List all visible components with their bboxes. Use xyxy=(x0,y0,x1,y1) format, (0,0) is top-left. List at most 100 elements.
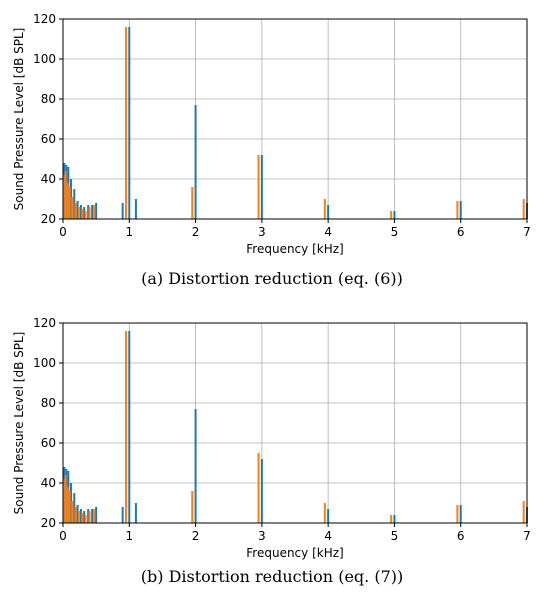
bar-series-2 xyxy=(124,331,127,523)
bar-series-1 xyxy=(87,509,90,523)
x-tick-label: 5 xyxy=(391,225,399,239)
bar-series-2 xyxy=(81,513,84,523)
bar-series-2 xyxy=(62,175,65,219)
bar-series-2 xyxy=(456,201,459,219)
bar-series-1 xyxy=(69,179,72,219)
bar-series-2 xyxy=(77,511,80,523)
bar-series-1 xyxy=(121,203,124,219)
bar-series-1 xyxy=(393,211,396,219)
y-tick-label: 100 xyxy=(33,356,56,370)
x-tick-label: 6 xyxy=(457,529,465,543)
x-tick-label: 7 xyxy=(523,225,531,239)
y-tick-label: 80 xyxy=(41,396,56,410)
x-tick-label: 1 xyxy=(125,225,133,239)
bar-series-2 xyxy=(71,501,74,523)
bar-series-1 xyxy=(327,205,330,219)
bar-series-1 xyxy=(83,511,86,523)
plot-frame xyxy=(62,18,528,220)
bar-series-2 xyxy=(124,27,127,219)
bar-series-2 xyxy=(93,205,96,219)
bar-series-1 xyxy=(76,201,79,219)
x-tick-label: 6 xyxy=(457,225,465,239)
bar-series-2 xyxy=(66,487,69,523)
chart-a: 0 1 2 3 4 5 6 7 20 40 60 80 100 120 Frequency [kHz] Sou… xyxy=(12,12,531,288)
bar-series-1 xyxy=(459,505,462,523)
bar-series-2 xyxy=(257,453,260,523)
bar-series-2 xyxy=(84,515,87,523)
bar-series-2 xyxy=(74,507,77,523)
bar-series-2 xyxy=(74,203,77,219)
bar-series-2 xyxy=(81,209,84,219)
y-axis-label: Sound Pressure Level [dB SPL] xyxy=(12,332,26,515)
x-tick-label: 3 xyxy=(258,225,266,239)
bar-series-2 xyxy=(62,479,65,523)
y-tick-label: 120 xyxy=(33,316,56,330)
y-tick-label: 60 xyxy=(41,132,56,146)
bar-series-2 xyxy=(323,503,326,523)
bar-series-2 xyxy=(64,171,67,219)
bar-series-1 xyxy=(73,189,76,219)
bar-series-1 xyxy=(194,409,197,523)
bar-series-2 xyxy=(88,511,91,523)
x-tick-label: 0 xyxy=(59,225,67,239)
bar-series-1 xyxy=(73,493,76,523)
bar-series-1 xyxy=(95,507,98,523)
bar-series-2 xyxy=(77,207,80,219)
y-tick-label: 20 xyxy=(41,516,56,530)
bar-series-2 xyxy=(456,505,459,523)
y-tick-label: 120 xyxy=(33,12,56,26)
y-tick-label: 60 xyxy=(41,436,56,450)
y-tick-label: 20 xyxy=(41,212,56,226)
bar-series-1 xyxy=(121,507,124,523)
bar-series-2 xyxy=(323,199,326,219)
x-axis-label: Frequency [kHz] xyxy=(246,546,343,560)
bar-series-1 xyxy=(134,503,137,523)
bar-series-1 xyxy=(393,515,396,523)
bar-series-1 xyxy=(87,205,90,219)
y-tick-label: 40 xyxy=(41,476,56,490)
chart-b: 0 1 2 3 4 5 6 7 20 40 60 80 100 120 Frequency [kHz] Sou… xyxy=(12,316,531,586)
bar-series-1 xyxy=(79,205,82,219)
bar-series-1 xyxy=(91,509,94,523)
bar-series-1 xyxy=(91,205,94,219)
bar-series-2 xyxy=(68,491,71,523)
bar-series-2 xyxy=(191,491,194,523)
x-tick-label: 2 xyxy=(192,529,200,543)
bar-series-2 xyxy=(71,197,74,219)
bar-series-2 xyxy=(64,475,67,523)
bar-series-2 xyxy=(84,211,87,219)
bar-series-1 xyxy=(134,199,137,219)
bar-series-1 xyxy=(194,105,197,219)
y-axis-label: Sound Pressure Level [dB SPL] xyxy=(12,28,26,211)
bar-series-2 xyxy=(390,211,393,219)
bar-series-1 xyxy=(128,331,131,523)
bar-series-2 xyxy=(522,199,525,219)
bar-series-1 xyxy=(95,203,98,219)
bar-series-1 xyxy=(69,483,72,523)
bar-series-2 xyxy=(191,187,194,219)
bar-series-2 xyxy=(93,509,96,523)
bar-series-1 xyxy=(260,155,263,219)
figure-caption: (b) Distortion reduction (eq. (7)) xyxy=(141,567,403,586)
bar-series-2 xyxy=(522,501,525,523)
x-tick-label: 4 xyxy=(324,529,332,543)
bar-series-1 xyxy=(459,201,462,219)
x-tick-label: 4 xyxy=(324,225,332,239)
figure-caption: (a) Distortion reduction (eq. (6)) xyxy=(141,269,403,288)
bar-series-2 xyxy=(68,187,71,219)
bar-series-2 xyxy=(257,155,260,219)
bar-series-1 xyxy=(128,27,131,219)
bar-series-1 xyxy=(260,459,263,523)
bar-series-1 xyxy=(327,509,330,523)
x-tick-label: 5 xyxy=(391,529,399,543)
plot-frame xyxy=(62,322,528,524)
y-tick-label: 40 xyxy=(41,172,56,186)
y-tick-label: 100 xyxy=(33,52,56,66)
bar-series-2 xyxy=(66,183,69,219)
bar-series-1 xyxy=(76,505,79,523)
x-tick-label: 7 xyxy=(523,529,531,543)
x-tick-label: 3 xyxy=(258,529,266,543)
bar-series-2 xyxy=(390,515,393,523)
x-tick-label: 1 xyxy=(125,529,133,543)
